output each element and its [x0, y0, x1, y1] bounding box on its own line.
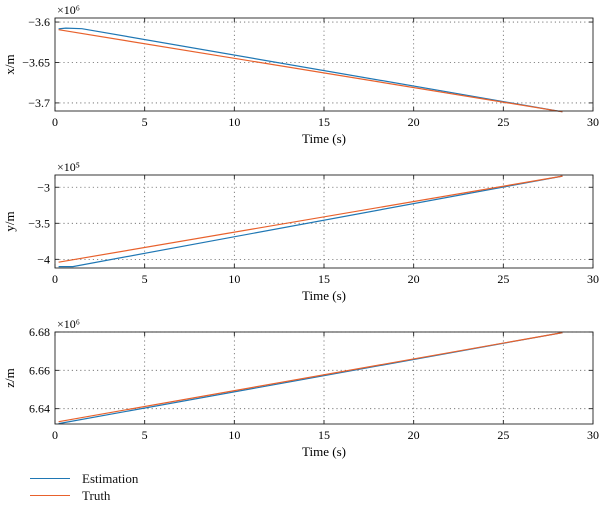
x-tick-label: 5: [142, 272, 148, 286]
x-tick-label: 15: [318, 115, 330, 129]
x-tick-label: 10: [228, 272, 240, 286]
x-tick-label: 20: [408, 272, 420, 286]
legend: Estimation Truth: [30, 470, 230, 504]
y-tick-label: −3: [37, 180, 50, 194]
y-tick-label: −3.7: [28, 96, 50, 110]
x-axis-label: Time (s): [302, 444, 346, 459]
y-tick-label: −3.65: [22, 55, 50, 69]
x-tick-label: 10: [228, 115, 240, 129]
series-line-estimation: [58, 175, 563, 268]
x-axis-label: Time (s): [302, 288, 346, 303]
y-tick-label: 6.66: [29, 363, 50, 377]
legend-item-estimation: Estimation: [30, 470, 230, 487]
legend-swatch-estimation: [30, 478, 70, 479]
x-tick-label: 10: [228, 428, 240, 442]
legend-item-truth: Truth: [30, 487, 230, 504]
legend-label-truth: Truth: [82, 487, 111, 503]
series-line-truth: [58, 175, 563, 263]
x-tick-label: 5: [142, 428, 148, 442]
y-axis-label: z/m: [2, 368, 17, 388]
y-exponent-label: ×10⁶: [57, 317, 80, 331]
x-tick-label: 5: [142, 115, 148, 129]
x-tick-label: 0: [52, 115, 58, 129]
y-tick-label: −3.5: [28, 216, 50, 230]
y-axis-label: y/m: [2, 211, 17, 231]
y-tick-label: 6.64: [29, 402, 50, 416]
x-tick-label: 25: [497, 428, 509, 442]
series-line-truth: [58, 29, 563, 113]
y-exponent-label: ×10⁵: [57, 160, 80, 174]
x-tick-label: 20: [408, 115, 420, 129]
x-tick-label: 20: [408, 428, 420, 442]
y-tick-label: −4: [37, 252, 50, 266]
series-line-truth: [58, 332, 563, 423]
chart-panel-x: 0 5 10 15 20 25 30 −3.6 −3.65 −3.7 ×10⁶ Time (s) x/m: [2, 3, 599, 146]
chart-panel-z: 0 5 10 15 20 25 30 6.64 6.66 6.68 ×10⁶ Time (s) z/m: [2, 317, 599, 459]
x-tick-label: 25: [497, 115, 509, 129]
x-tick-label: 30: [587, 272, 599, 286]
x-tick-label: 30: [587, 115, 599, 129]
x-tick-label: 30: [587, 428, 599, 442]
x-tick-label: 0: [52, 428, 58, 442]
x-axis-label: Time (s): [302, 131, 346, 146]
legend-swatch-truth: [30, 495, 70, 496]
x-tick-label: 15: [318, 272, 330, 286]
x-tick-label: 0: [52, 272, 58, 286]
y-tick-label: 6.68: [29, 325, 50, 339]
legend-label-estimation: Estimation: [82, 470, 139, 486]
y-tick-label: −3.6: [28, 15, 50, 29]
x-tick-label: 15: [318, 428, 330, 442]
chart-panel-y: 0 5 10 15 20 25 30 −3 −3.5 −4 ×10⁵ Time (s) y/m: [2, 160, 599, 303]
y-axis-label: x/m: [2, 54, 17, 74]
x-tick-label: 25: [497, 272, 509, 286]
series-line-estimation: [58, 27, 563, 113]
y-exponent-label: ×10⁶: [57, 3, 80, 17]
